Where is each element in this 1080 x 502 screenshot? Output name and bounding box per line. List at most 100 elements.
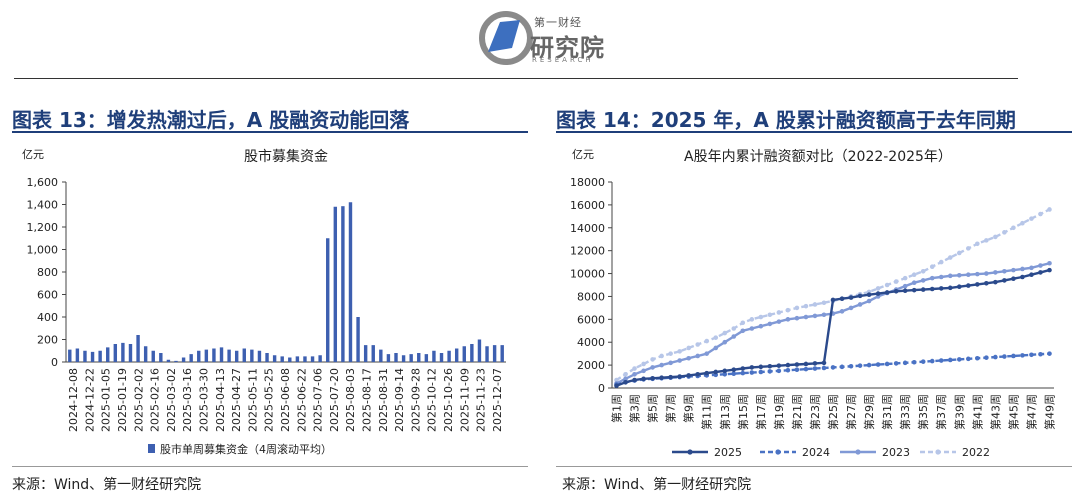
bar bbox=[181, 357, 186, 362]
series-point-2022 bbox=[1047, 207, 1052, 212]
series-point-2022 bbox=[713, 335, 719, 340]
bar-x-tick-label: 2025-10-12 bbox=[426, 368, 439, 432]
series-point-2022 bbox=[731, 326, 737, 331]
header-rule bbox=[14, 78, 1018, 79]
series-point-2025 bbox=[1020, 274, 1025, 280]
legend-label-2024: 2024 bbox=[802, 446, 830, 459]
series-point-2022 bbox=[884, 282, 890, 288]
series-point-2023 bbox=[740, 328, 746, 334]
bar bbox=[265, 353, 269, 362]
bar-x-tick-label: 2025-11-23 bbox=[475, 368, 488, 432]
bar bbox=[75, 348, 80, 362]
series-point-2023 bbox=[1047, 260, 1052, 266]
series-point-2025 bbox=[1002, 278, 1007, 283]
bar bbox=[212, 348, 216, 362]
series-point-2024 bbox=[920, 359, 926, 364]
line-x-tick-label: 第21周 bbox=[790, 394, 804, 430]
series-point-2024 bbox=[1020, 353, 1025, 358]
line-x-tick-label: 第13周 bbox=[718, 394, 732, 430]
bar bbox=[121, 342, 125, 362]
right-bottom-rule bbox=[556, 466, 1072, 467]
left-figure-title: 图表 13：增发热潮过后，A 股融资动能回落 bbox=[12, 108, 410, 132]
bar bbox=[227, 349, 231, 362]
series-point-2023 bbox=[993, 270, 998, 275]
series-point-2025 bbox=[956, 284, 962, 290]
line-x-tick-label: 第3周 bbox=[628, 394, 642, 423]
series-point-2022 bbox=[938, 259, 944, 265]
series-point-2022 bbox=[695, 342, 700, 347]
series-point-2022 bbox=[677, 349, 682, 354]
left-bottom-rule bbox=[12, 466, 528, 467]
bar-x-tick-label: 2025-02-02 bbox=[132, 368, 145, 432]
series-point-2022 bbox=[1002, 230, 1007, 235]
series-point-2023 bbox=[659, 362, 664, 368]
line-y-tick-label: 18000 bbox=[570, 176, 605, 189]
bar-x-tick-label: 2024-12-22 bbox=[83, 368, 96, 432]
series-point-2025 bbox=[776, 363, 782, 368]
series-point-2023 bbox=[902, 283, 908, 289]
series-point-2025 bbox=[803, 361, 809, 367]
series-point-2023 bbox=[713, 345, 719, 351]
series-point-2024 bbox=[1047, 351, 1052, 356]
series-point-2025 bbox=[857, 293, 863, 299]
series-point-2024 bbox=[956, 357, 962, 362]
series-point-2022 bbox=[902, 275, 908, 281]
line-x-tick-label: 第17周 bbox=[754, 394, 768, 430]
series-point-2023 bbox=[1038, 263, 1043, 268]
series-point-2025 bbox=[785, 362, 791, 368]
series-point-2024 bbox=[1029, 352, 1034, 358]
series-point-2025 bbox=[704, 370, 710, 376]
series-point-2023 bbox=[686, 355, 691, 361]
legend-label-2022: 2022 bbox=[962, 446, 990, 459]
series-point-2023 bbox=[668, 360, 673, 366]
bar bbox=[500, 345, 504, 362]
bar bbox=[417, 353, 421, 362]
line-y-tick-label: 0 bbox=[598, 382, 605, 395]
bar bbox=[363, 345, 368, 362]
series-point-2025 bbox=[966, 283, 971, 288]
series-point-2022 bbox=[893, 279, 899, 284]
line-y-tick-label: 10000 bbox=[570, 268, 605, 281]
bar-y-tick-label: 400 bbox=[37, 311, 58, 324]
bar-legend-swatch bbox=[148, 444, 155, 453]
bar bbox=[356, 317, 360, 362]
series-point-2023 bbox=[812, 313, 818, 319]
right-source: 来源：Wind、第一财经研究院 bbox=[562, 477, 752, 493]
left-title-rule bbox=[12, 131, 528, 133]
bar bbox=[113, 344, 118, 362]
series-point-2024 bbox=[785, 367, 791, 373]
series-point-2022 bbox=[920, 268, 926, 274]
series-point-2025 bbox=[758, 364, 764, 370]
bar bbox=[143, 346, 148, 362]
series-point-2025 bbox=[884, 290, 890, 295]
series-point-2023 bbox=[677, 358, 682, 363]
bar bbox=[288, 357, 292, 362]
bar bbox=[280, 356, 284, 362]
bar bbox=[303, 356, 307, 362]
line-y-tick-label: 8000 bbox=[577, 290, 605, 303]
series-point-2024 bbox=[884, 361, 890, 367]
line-x-tick-label: 第43周 bbox=[988, 394, 1002, 430]
series-point-2023 bbox=[794, 315, 800, 321]
series-point-2024 bbox=[947, 357, 953, 363]
bar-legend-label: 股市单周募集资金（4周滚动平均） bbox=[160, 442, 332, 456]
series-point-2025 bbox=[749, 365, 755, 370]
series-point-2025 bbox=[902, 288, 908, 294]
series-point-2023 bbox=[758, 323, 764, 329]
series-point-2025 bbox=[722, 368, 728, 374]
bar-x-tick-label: 2025-02-16 bbox=[149, 368, 162, 432]
series-point-2024 bbox=[1038, 351, 1043, 357]
series-point-2023 bbox=[731, 334, 737, 339]
bar-x-tick-label: 2025-06-22 bbox=[295, 368, 308, 432]
series-point-2025 bbox=[767, 363, 773, 369]
series-point-2022 bbox=[1020, 220, 1025, 226]
legend-label-2025: 2025 bbox=[714, 446, 742, 459]
series-point-2023 bbox=[1029, 265, 1034, 271]
line-y-tick-label: 14000 bbox=[570, 222, 605, 235]
bar bbox=[432, 350, 436, 362]
series-point-2025 bbox=[993, 279, 998, 285]
series-point-2025 bbox=[812, 361, 818, 366]
bar bbox=[136, 335, 140, 362]
series-point-2022 bbox=[749, 317, 755, 322]
